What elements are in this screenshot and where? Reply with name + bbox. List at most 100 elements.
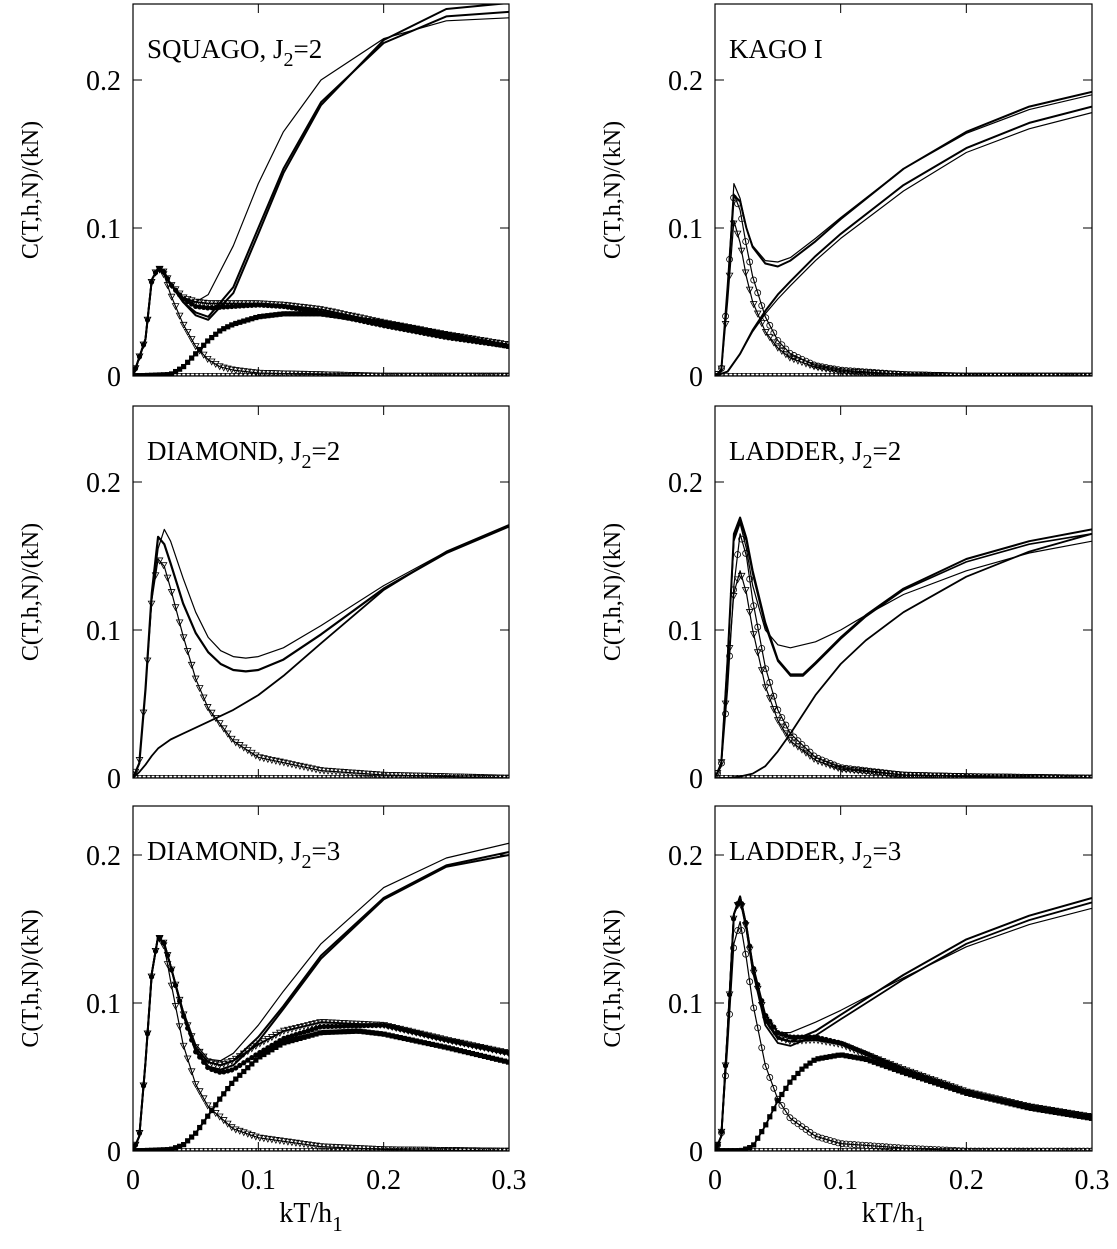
marker-open-square [378,775,385,778]
marker-square [1040,1107,1046,1114]
marker-triangle [304,371,312,376]
marker-square [907,1072,914,1078]
marker-open-square [259,373,266,376]
marker-open-square [360,373,367,376]
marker-circle [1055,1147,1063,1151]
marker-dot [297,1030,303,1036]
marker-triangle [308,1021,316,1029]
marker-open-square [430,1148,437,1151]
series-line-4 [133,558,509,778]
marker-open-square [780,1148,787,1151]
marker-open-square [501,775,507,778]
marker-triangle [336,1144,344,1151]
marker-triangle [396,1146,405,1151]
marker-square [225,1086,231,1092]
marker-open-square [784,1148,791,1151]
marker-triangle [223,1059,232,1067]
marker-triangle [235,367,244,375]
marker-open-square [294,373,301,376]
marker-triangle [729,915,738,923]
panel-title-main: KAGO I [729,34,823,64]
marker-triangle [239,1050,248,1058]
marker-triangle [761,684,770,692]
marker-triangle [765,695,774,703]
marker-triangle [151,269,160,277]
marker-square [245,317,251,323]
marker-circle [750,1004,758,1012]
marker-open-square [960,373,967,376]
marker-circle [1011,1147,1019,1151]
marker-triangle [267,1034,276,1042]
marker-square [325,1029,331,1035]
series-line-1 [715,94,1092,376]
marker-square [197,346,203,353]
y-tick-label: 0 [689,764,703,795]
marker-open-square [369,775,376,778]
marker-triangle [348,769,356,777]
marker-dot [473,1043,480,1049]
marker-open-square [321,1148,328,1151]
marker-open-square [930,373,936,376]
marker-square [229,1080,235,1086]
marker-square [722,1148,729,1151]
marker-triangle [444,773,453,778]
marker-open-square [833,1148,840,1151]
marker-triangle [255,1040,264,1048]
marker-dot [301,1029,307,1035]
marker-open-square [487,373,494,376]
marker-triangle [328,1143,336,1151]
marker-dot [213,1068,219,1074]
marker-triangle [235,300,244,308]
marker-triangle [854,369,863,376]
marker-open-square [793,373,800,376]
panel-title: LADDER, J2=3 [729,836,901,873]
marker-dot [289,1033,295,1039]
marker-open-square [758,373,765,376]
marker-triangle [139,709,148,717]
marker-open-square [864,775,871,778]
y-tick-label: 0.1 [668,989,703,1020]
marker-open-square [974,775,980,778]
marker-open-square [846,1148,853,1151]
marker-open-square [886,775,892,778]
marker-circle [750,276,758,284]
marker-triangle [810,1036,818,1044]
marker-open-square [877,1148,884,1151]
marker-open-square [444,1148,450,1151]
marker-dot [317,1024,323,1030]
marker-triangle [898,771,907,778]
marker-triangle [223,1120,232,1128]
marker-open-square [470,1148,477,1151]
marker-square [173,1145,179,1151]
marker-square [984,1095,990,1101]
marker-triangle [725,272,734,280]
marker-open-square [316,1148,323,1151]
marker-open-square [351,373,358,376]
series-markers-8 [133,1148,509,1151]
marker-open-square [382,373,389,376]
marker-dot [477,1044,484,1050]
marker-open-square [837,1148,844,1151]
marker-open-square [1013,775,1020,778]
marker-triangle [167,282,176,290]
marker-open-square [329,1148,336,1151]
marker-square [261,1051,267,1058]
marker-triangle [179,634,188,642]
marker-open-square [723,775,730,778]
marker-triangle [336,1019,344,1027]
marker-dot [497,1048,504,1055]
marker-triangle [794,1037,802,1045]
marker-dot [429,1034,435,1040]
marker-open-square [154,1148,161,1151]
marker-triangle [171,604,180,612]
marker-open-square [798,373,805,376]
marker-triangle [211,715,220,723]
marker-open-square [740,775,747,778]
marker-open-square [347,373,354,376]
marker-triangle [304,1022,312,1030]
marker-open-square [413,373,420,376]
marker-circle [842,1140,850,1148]
marker-square [924,1077,930,1083]
marker-dot [277,1037,283,1044]
marker-open-square [1070,775,1077,778]
